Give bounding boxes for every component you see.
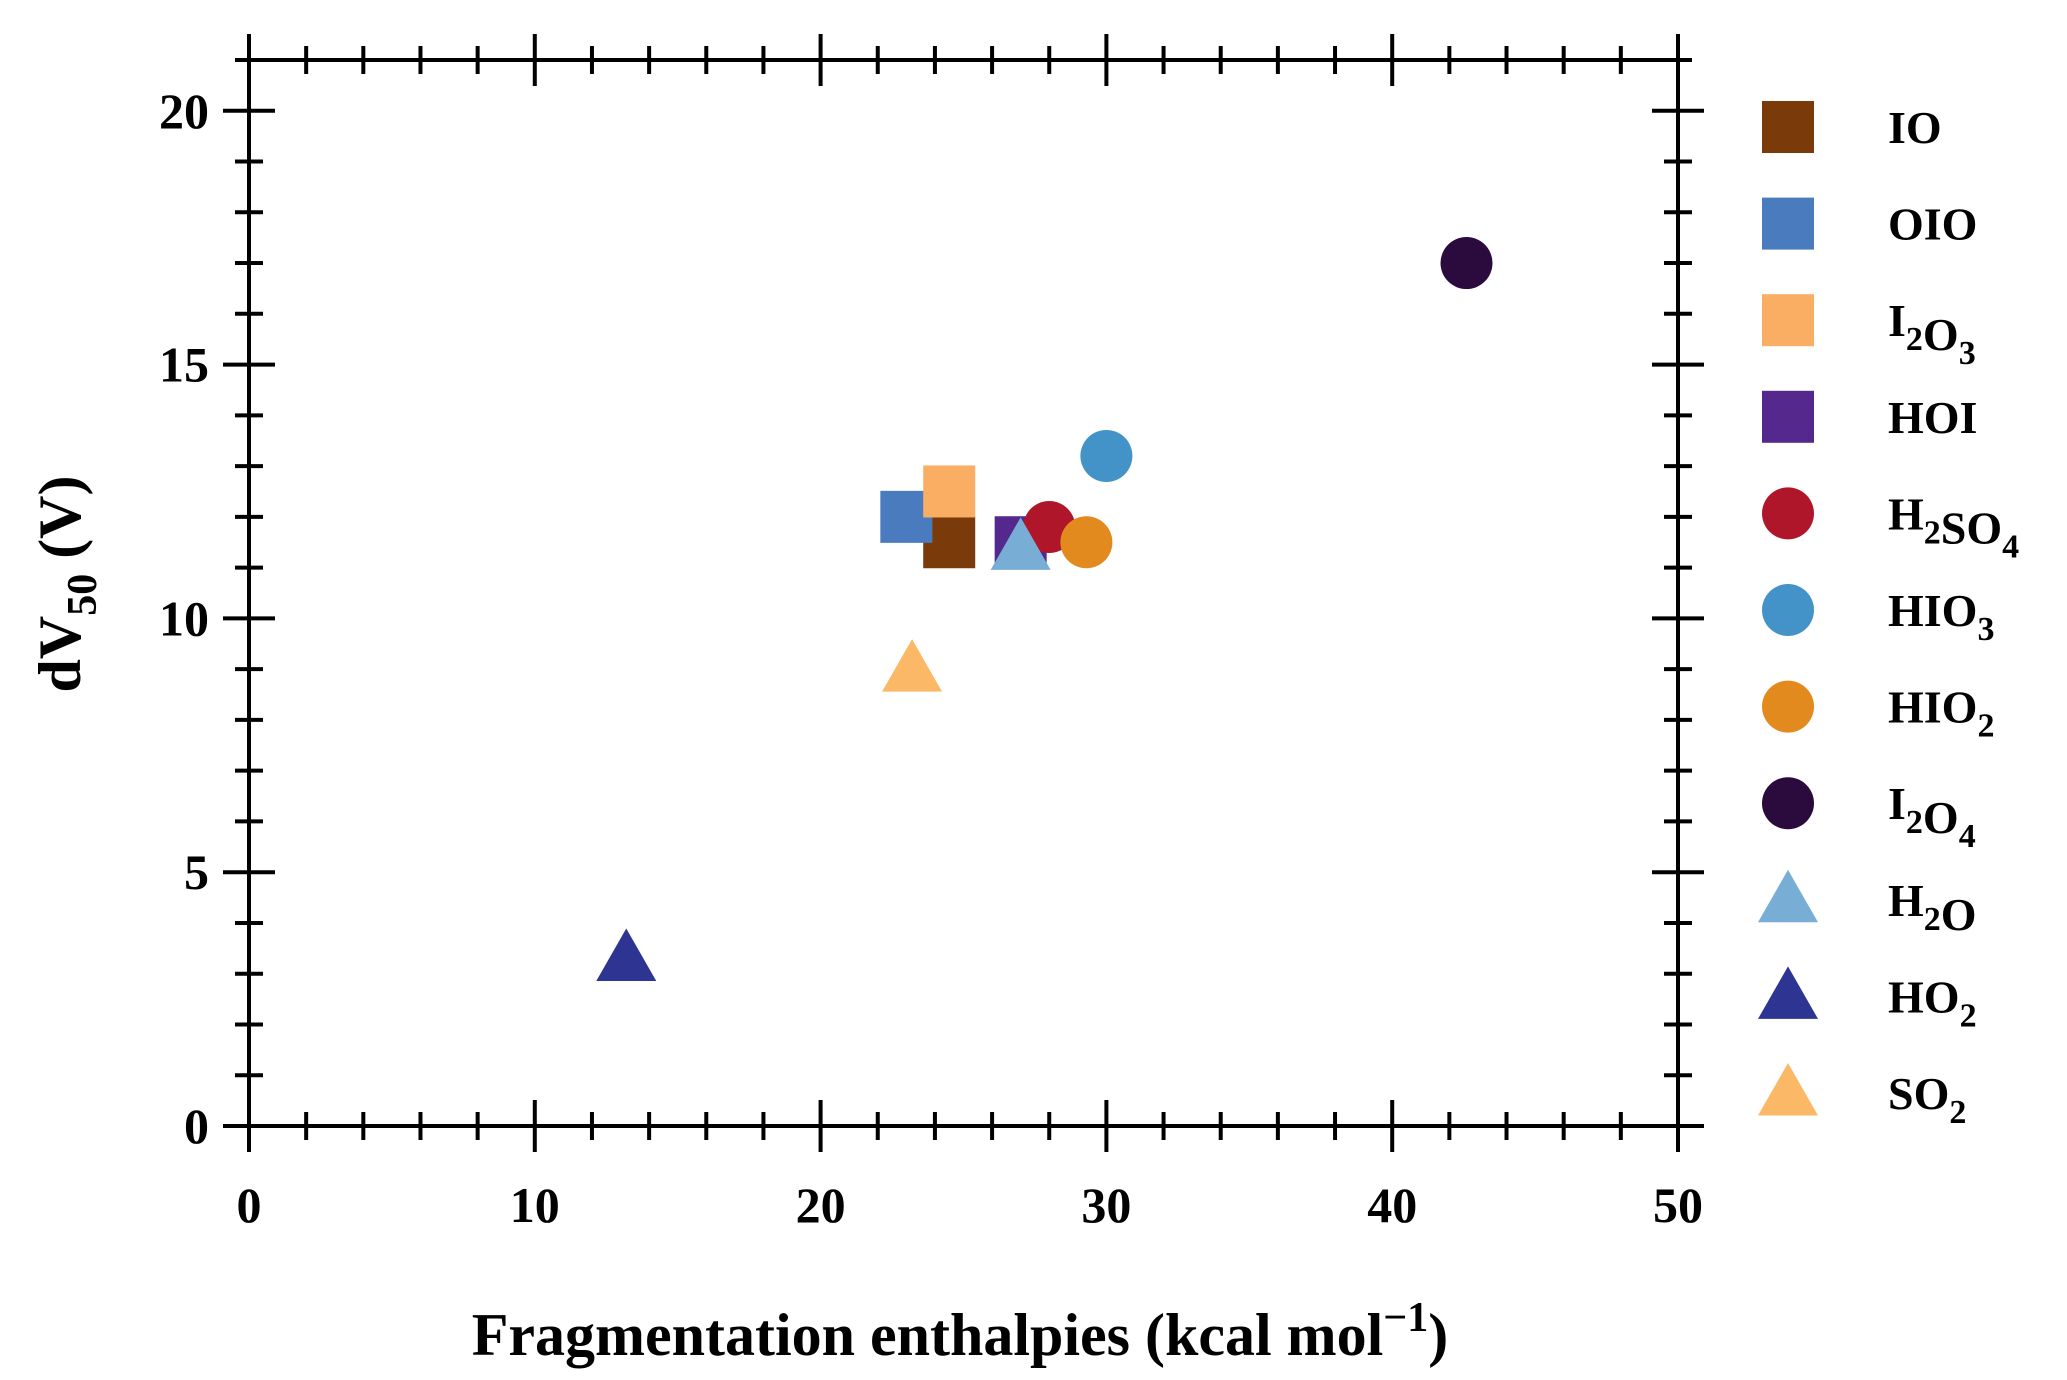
- data-point-hio3: [1080, 429, 1133, 482]
- y-tick-label: 5: [184, 844, 209, 900]
- legend-item-ho2: HO2: [1758, 966, 1977, 1034]
- legend-label: I2O3: [1888, 295, 1976, 372]
- legend-label: IO: [1888, 102, 1942, 153]
- legend-label: HOI: [1888, 392, 1977, 443]
- legend-item-h2o: H2O: [1758, 869, 1977, 940]
- y-tick-label: 15: [159, 337, 209, 393]
- legend-marker-hoi: [1762, 390, 1814, 443]
- x-tick-label: 30: [1081, 1177, 1131, 1233]
- legend-marker-i2o3: [1762, 294, 1814, 347]
- legend-marker-so2: [1758, 1063, 1818, 1116]
- y-tick-labels: 0 5 10 15 20: [159, 83, 209, 1154]
- x-tick-label: 20: [796, 1177, 846, 1233]
- x-tick-label: 0: [237, 1177, 262, 1233]
- legend-marker-ho2: [1758, 966, 1818, 1019]
- legend-item-oio: OIO: [1762, 197, 1977, 250]
- y-tick-label: 0: [184, 1098, 209, 1154]
- axis-ticks: [223, 34, 1704, 1152]
- legend-item-hio2: HIO2: [1762, 680, 1994, 745]
- legend-item-hio3: HIO3: [1762, 584, 1994, 648]
- legend-item-so2: SO2: [1758, 1063, 1966, 1131]
- legend-item-i2o3: I2O3: [1762, 294, 1976, 372]
- data-point-i2o4: [1440, 237, 1493, 290]
- data-point-i2o3: [923, 465, 976, 518]
- legend-label: H2O: [1888, 875, 1977, 940]
- plot-frame: [247, 58, 1680, 1128]
- data-point-h2o: [990, 517, 1051, 570]
- legend-marker-oio: [1762, 197, 1814, 250]
- x-axis-title: Fragmentation enthalpies (kcal mol−1): [472, 1295, 1449, 1368]
- x-tick-label: 10: [510, 1177, 560, 1233]
- data-point-ho2: [596, 928, 657, 981]
- legend: IO OIO I2O3 HOI H2SO4 HIO3 HIO2 I2O4 H2O HO2 SO2: [1758, 101, 2019, 1131]
- legend-item-i2o4: I2O4: [1762, 777, 1976, 855]
- legend-label: HO2: [1888, 971, 1977, 1034]
- legend-label: HIO3: [1888, 585, 1994, 648]
- x-tick-labels: 0 10 20 30 40 50: [237, 1177, 1704, 1233]
- x-tick-label: 40: [1367, 1177, 1417, 1233]
- data-points: [596, 237, 1493, 981]
- y-tick-label: 20: [159, 83, 209, 139]
- legend-label: HIO2: [1888, 682, 1994, 745]
- legend-label: SO2: [1888, 1068, 1966, 1131]
- legend-item-hoi: HOI: [1762, 390, 1977, 443]
- legend-label: OIO: [1888, 199, 1977, 250]
- data-point-so2: [882, 639, 943, 692]
- legend-marker-hio2: [1762, 680, 1814, 733]
- legend-item-h2so4: H2SO4: [1762, 487, 2019, 565]
- legend-marker-i2o4: [1762, 777, 1814, 830]
- y-axis-title: dV50 (V): [27, 476, 106, 693]
- legend-label: I2O4: [1888, 778, 1976, 855]
- y-tick-label: 10: [159, 590, 209, 646]
- legend-marker-hio3: [1762, 584, 1814, 636]
- legend-marker-h2o: [1758, 869, 1818, 923]
- legend-label: H2SO4: [1888, 488, 2019, 565]
- legend-marker-io: [1762, 101, 1814, 153]
- legend-marker-h2so4: [1762, 487, 1814, 540]
- data-point-hio2: [1060, 516, 1113, 569]
- x-tick-label: 50: [1653, 1177, 1703, 1233]
- legend-item-io: IO: [1762, 101, 1942, 153]
